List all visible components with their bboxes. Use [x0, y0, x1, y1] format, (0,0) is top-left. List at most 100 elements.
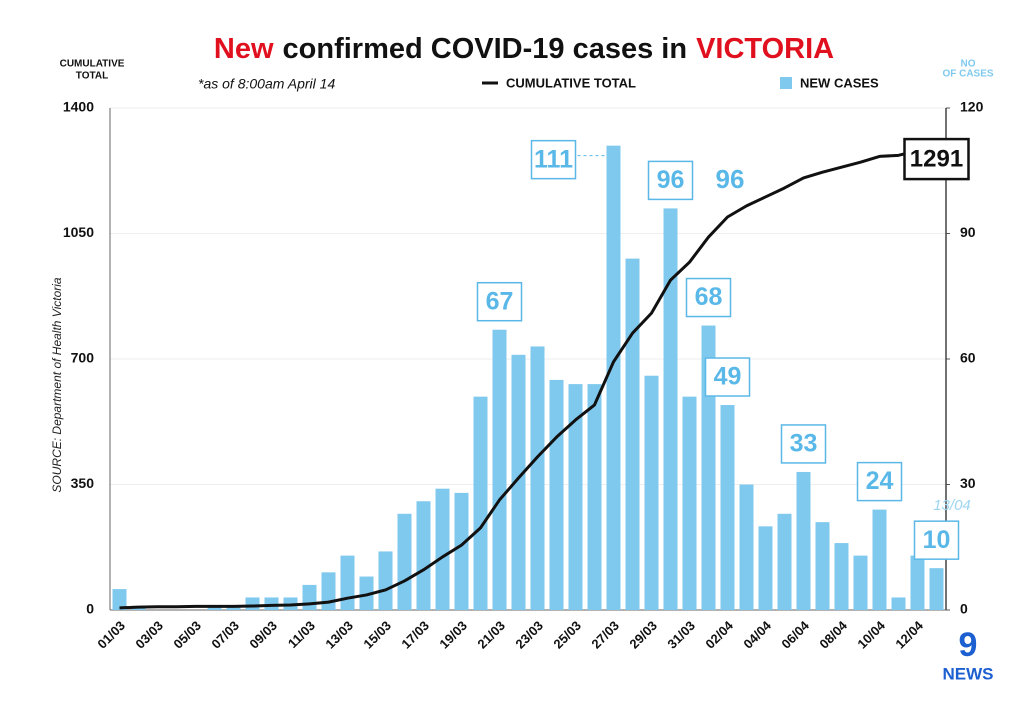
x-tick-label: 09/03 — [246, 618, 280, 652]
bar — [929, 568, 944, 610]
x-tick-label: 27/03 — [588, 618, 622, 652]
bar — [340, 555, 355, 610]
bar — [416, 501, 431, 610]
label-box — [685, 277, 732, 318]
bar — [245, 597, 260, 610]
bar — [910, 555, 925, 610]
y2-axis-label: OF CASES — [942, 69, 993, 80]
title-part: New — [214, 33, 274, 65]
subtitle: *as of 8:00am April 14 — [198, 76, 335, 92]
data-label: 49 — [714, 363, 742, 391]
y-tick-label: 350 — [71, 475, 95, 491]
bar — [739, 484, 754, 610]
label-box — [704, 357, 751, 397]
annotation: 96 — [716, 164, 745, 194]
x-tick-label: 11/03 — [285, 618, 318, 651]
bar — [663, 208, 678, 610]
bar — [872, 509, 887, 610]
bar — [264, 597, 279, 610]
chart-title: New confirmed COVID-19 cases in VICTORIA — [214, 33, 834, 65]
data-label: 68 — [695, 283, 723, 311]
logo: 9 — [959, 626, 978, 664]
label-box — [476, 281, 523, 322]
x-tick-label: 08/04 — [816, 617, 850, 651]
x-tick-label: 17/03 — [398, 618, 432, 652]
bar — [435, 488, 450, 610]
y-axis-label: TOTAL — [76, 71, 108, 82]
x-tick-label: 25/03 — [550, 618, 584, 652]
legend-label: NEW CASES — [800, 75, 879, 90]
x-tick-label: 19/03 — [436, 618, 470, 652]
y2-tick-label: 90 — [960, 224, 976, 240]
y2-axis-label: NO — [961, 59, 976, 70]
bar — [492, 329, 507, 610]
bar — [473, 396, 488, 610]
y-axis-label: CUMULATIVE — [60, 59, 125, 70]
bar — [302, 584, 317, 610]
y2-tick-label: 60 — [960, 350, 976, 366]
annotation: 13/04 — [933, 497, 971, 514]
data-label: 111 — [534, 145, 573, 173]
y-tick-label: 700 — [71, 350, 95, 366]
bar — [758, 526, 773, 610]
bar — [625, 258, 640, 610]
bar — [720, 405, 735, 610]
bar — [378, 551, 393, 610]
x-tick-label: 04/04 — [740, 617, 774, 651]
bar — [568, 384, 583, 610]
data-label: 33 — [790, 430, 818, 458]
x-tick-label: 06/04 — [778, 617, 812, 651]
legend-label: CUMULATIVE TOTAL — [506, 75, 636, 90]
x-tick-label: 02/04 — [702, 617, 736, 651]
y-tick-label: 1050 — [63, 224, 94, 240]
label-box — [647, 160, 694, 201]
label-box — [780, 424, 827, 464]
bar — [530, 346, 545, 610]
bar — [682, 396, 697, 610]
bar — [796, 471, 811, 610]
data-label: 1291 — [910, 145, 963, 172]
bar — [891, 597, 906, 610]
x-tick-label: 12/04 — [892, 617, 926, 651]
x-tick-label: 15/03 — [360, 618, 394, 652]
bar — [587, 384, 602, 610]
logo: NEWS — [943, 664, 994, 683]
legend-swatch — [780, 77, 792, 89]
x-tick-label: 10/04 — [854, 617, 888, 651]
bar — [359, 576, 374, 610]
x-tick-label: 13/03 — [322, 618, 356, 652]
label-box — [856, 461, 903, 502]
title-part: confirmed COVID-19 cases in — [283, 33, 688, 65]
label-box — [530, 139, 577, 180]
x-tick-label: 29/03 — [626, 618, 660, 652]
x-tick-label: 31/03 — [664, 618, 698, 652]
y-tick-label: 0 — [86, 601, 94, 617]
y2-tick-label: 120 — [960, 99, 984, 115]
bar — [397, 513, 412, 610]
data-label: 10 — [923, 526, 951, 554]
y2-tick-label: 30 — [960, 475, 976, 491]
x-tick-label: 05/03 — [170, 618, 204, 652]
y-tick-label: 1400 — [63, 99, 94, 115]
bar — [321, 572, 336, 610]
x-tick-label: 07/03 — [208, 618, 242, 652]
x-tick-label: 23/03 — [512, 618, 546, 652]
source: SOURCE: Department of Health Victoria — [50, 277, 64, 493]
bar — [777, 513, 792, 610]
bar — [549, 379, 564, 610]
data-label: 67 — [486, 287, 514, 315]
bar — [454, 492, 469, 610]
bar — [511, 354, 526, 610]
x-tick-label: 03/03 — [132, 618, 166, 652]
bar — [644, 375, 659, 610]
label-box — [913, 520, 960, 560]
cumulative-line — [119, 145, 937, 610]
x-tick-label: 21/03 — [474, 618, 508, 652]
bar — [815, 522, 830, 610]
x-tick-label: 01/03 — [94, 618, 128, 652]
y2-tick-label: 0 — [960, 601, 968, 617]
bar — [853, 555, 868, 610]
bar — [606, 145, 621, 610]
